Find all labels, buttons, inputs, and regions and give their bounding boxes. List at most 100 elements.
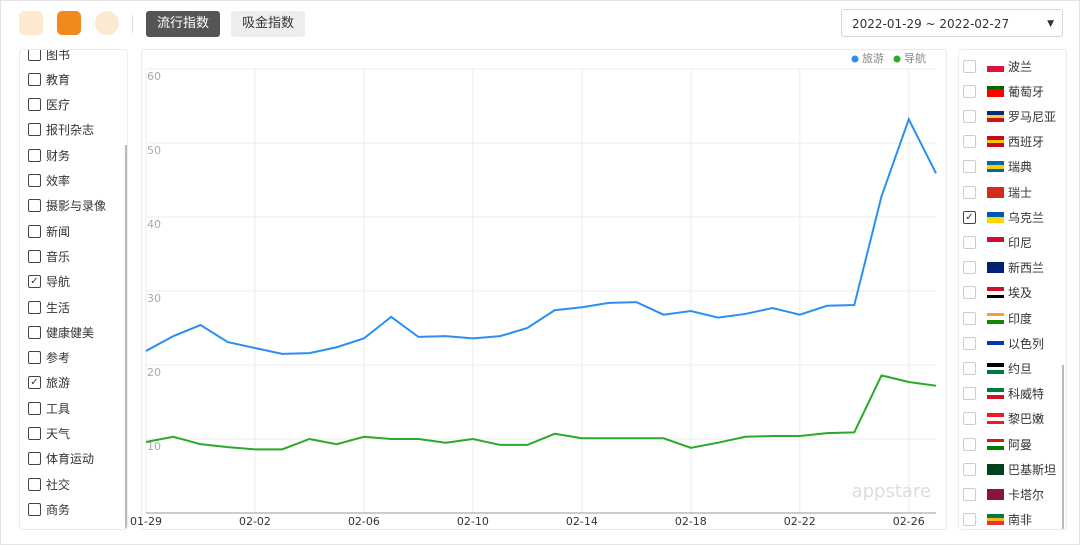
list-label: 旅游 (46, 376, 71, 391)
y-tick-label: 20 (147, 366, 161, 379)
list-row[interactable]: 参考 (28, 348, 70, 368)
flag (987, 262, 1004, 274)
x-tick-label: 02-18 (675, 515, 707, 528)
list-row[interactable]: 波兰 (963, 56, 1032, 76)
flag (987, 186, 1004, 198)
list-row[interactable]: 黎巴嫩 (963, 409, 1044, 429)
flag (987, 514, 1004, 526)
genre-list: 图书 教育 医疗 报刊杂志 财务 效率 摄影与录像 新闻 音乐 ✓ 导航 生活 健康健美 参考 ✓ 旅游 工具天… (19, 49, 128, 530)
list-row[interactable]: 巴基斯坦 (963, 459, 1056, 479)
checkbox (28, 72, 41, 86)
list-label: 西班牙 (1008, 135, 1045, 150)
list-row[interactable]: 以色列 (963, 333, 1044, 353)
list-row[interactable]: 瑞典 (963, 157, 1032, 177)
list-label: 印度 (1008, 311, 1033, 326)
date-picker[interactable]: 2022-01-29 ~ 2022-02-27 ▼ (841, 9, 1063, 37)
list-row[interactable]: 音乐 (28, 246, 70, 266)
list-row[interactable]: 科威特 (963, 384, 1044, 404)
list-label: 新闻 (46, 224, 71, 239)
checkbox: ✓ (963, 210, 976, 224)
checkbox (28, 148, 41, 162)
icon-globe[interactable] (95, 11, 119, 35)
list-row[interactable]: 摄影与录像 (28, 196, 106, 216)
list-row[interactable]: 西班牙 (963, 132, 1044, 152)
list-row[interactable]: 图书 (28, 50, 70, 64)
list-row[interactable]: 天气 (28, 424, 70, 444)
y-tick-label: 60 (147, 70, 161, 83)
checkbox (28, 401, 41, 415)
checkbox (28, 50, 41, 61)
list-label: 南非 (1008, 513, 1033, 528)
divider (132, 15, 133, 33)
list-label: 约旦 (1008, 361, 1033, 376)
list-row[interactable]: 新西兰 (963, 258, 1044, 278)
list-label: 社交 (46, 477, 71, 492)
checkbox (28, 224, 41, 238)
tab[interactable]: 吸金指数 (231, 11, 306, 37)
list-row[interactable]: 体育运动 (28, 449, 94, 469)
x-tick-label: 02-10 (457, 515, 489, 528)
checkbox (28, 98, 41, 112)
list-row[interactable]: 阿曼 (963, 434, 1032, 454)
list-row[interactable]: 约旦 (963, 358, 1032, 378)
list-row[interactable]: 南非 (963, 510, 1033, 529)
checkbox (28, 123, 41, 137)
list-row[interactable]: 生活 (28, 297, 70, 317)
checkbox (963, 286, 976, 300)
list-row[interactable]: 罗马尼亚 (963, 106, 1056, 126)
list-row[interactable]: 医疗 (28, 95, 70, 115)
checkbox (963, 487, 976, 501)
tab[interactable]: 流行指数 (146, 11, 221, 37)
list-row[interactable]: ✓ 旅游 (28, 373, 70, 393)
flag (987, 287, 1004, 299)
list-label: 阿曼 (1008, 437, 1033, 452)
list-row[interactable]: 印尼 (963, 232, 1032, 252)
checkbox (28, 427, 41, 440)
checkbox (28, 199, 41, 213)
list-row[interactable]: 教育 (28, 69, 70, 89)
checkbox (28, 300, 41, 314)
list-row[interactable]: 印度 (963, 308, 1032, 328)
icon-bars[interactable] (19, 11, 43, 35)
list-label: 黎巴嫩 (1008, 412, 1045, 427)
checkbox (963, 235, 976, 249)
list-label: 波兰 (1008, 59, 1033, 74)
list-label: 商务 (46, 502, 71, 517)
list-row[interactable]: 瑞士 (963, 182, 1032, 202)
checkbox (28, 502, 41, 516)
checkbox (963, 59, 976, 73)
list-row[interactable]: 葡萄牙 (963, 81, 1044, 101)
x-tick-label: 02-02 (239, 515, 271, 528)
list-row[interactable]: 埃及 (963, 283, 1032, 303)
list-row[interactable]: 商务 (28, 499, 70, 519)
list-row[interactable]: 报刊杂志 (28, 120, 94, 140)
list-row[interactable]: 效率 (28, 171, 70, 191)
list-row[interactable]: 健康健美 (28, 322, 94, 342)
list-label: 参考 (46, 351, 71, 366)
list-row[interactable]: 财务 (28, 145, 70, 165)
flag (987, 60, 1004, 72)
list-label: 罗马尼亚 (1008, 109, 1057, 124)
list-row[interactable]: 新闻 (28, 221, 70, 241)
list-row[interactable]: 卡塔尔 (963, 484, 1044, 504)
checkbox (963, 185, 976, 199)
legend-dot (851, 55, 859, 63)
list-label: 摄影与录像 (46, 199, 107, 214)
flag (987, 211, 1004, 223)
checkbox: ✓ (28, 275, 41, 289)
list-row[interactable]: ✓ 导航 (28, 272, 70, 292)
x-tick-label: 01-29 (130, 515, 162, 528)
list-row[interactable]: ✓ 乌克兰 (963, 207, 1044, 227)
flag (987, 463, 1004, 475)
checkbox (963, 387, 976, 401)
list-label: 音乐 (46, 249, 71, 264)
icon-grid[interactable] (57, 11, 81, 35)
list-row[interactable]: 社交 (28, 474, 70, 494)
x-tick-label: 02-06 (348, 515, 380, 528)
flag (987, 337, 1004, 349)
list-label: 天气 (46, 427, 71, 441)
list-row[interactable]: 工具 (28, 398, 70, 418)
checkbox (28, 174, 41, 187)
checkbox (963, 311, 976, 325)
list-label: 瑞士 (1008, 185, 1033, 200)
